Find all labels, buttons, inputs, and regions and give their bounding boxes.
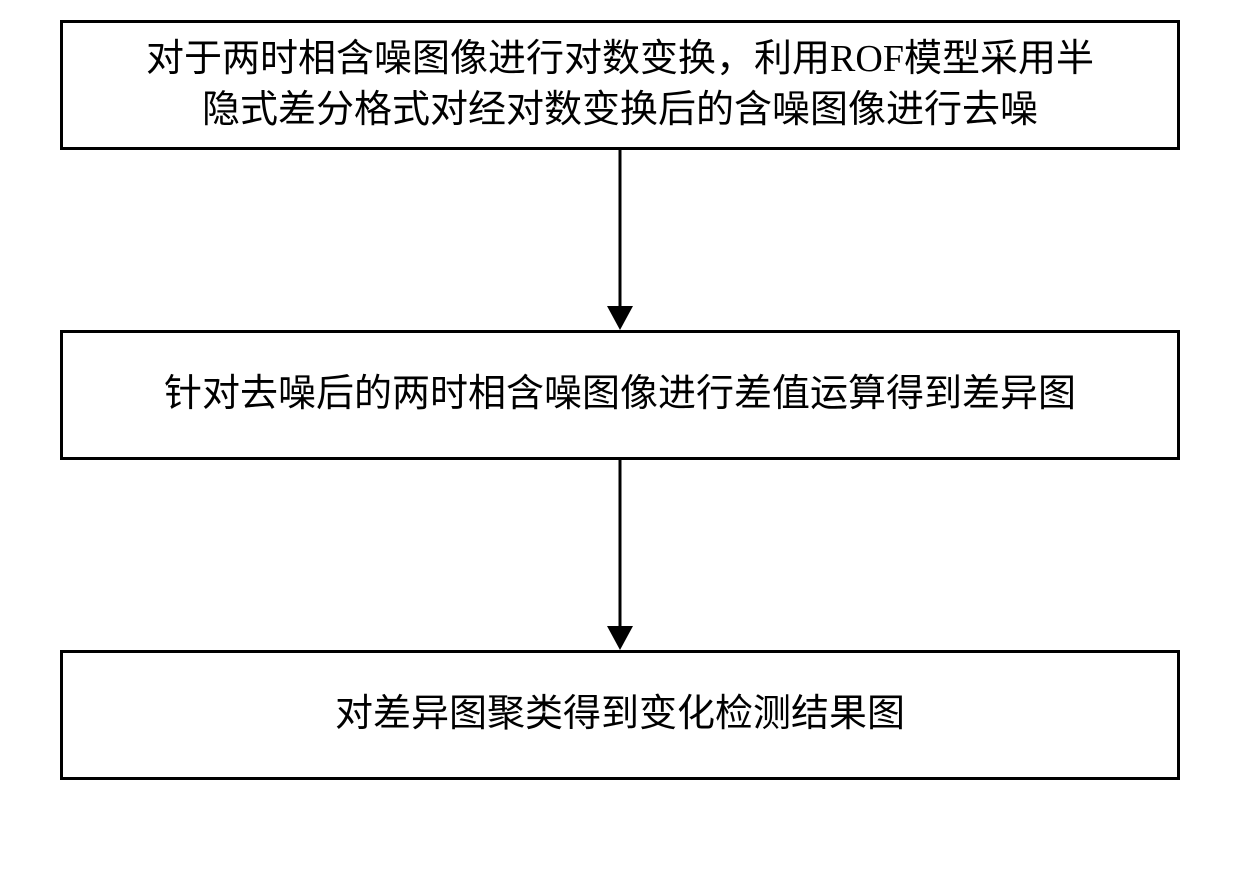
flow-arrow-1-line <box>619 150 622 306</box>
flow-node-step2-line1: 针对去噪后的两时相含噪图像进行差值运算得到差异图 <box>83 369 1157 420</box>
flow-arrow-2-head <box>607 626 633 650</box>
flow-node-step1: 对于两时相含噪图像进行对数变换，利用ROF模型采用半 隐式差分格式对经对数变换后… <box>60 20 1180 150</box>
flow-node-step1-line2: 隐式差分格式对经对数变换后的含噪图像进行去噪 <box>83 85 1157 136</box>
flow-arrow-2-line <box>619 460 622 626</box>
flow-node-step2: 针对去噪后的两时相含噪图像进行差值运算得到差异图 <box>60 330 1180 460</box>
flow-arrow-1-head <box>607 306 633 330</box>
flow-node-step3-line1: 对差异图聚类得到变化检测结果图 <box>83 689 1157 740</box>
flow-node-step1-line1: 对于两时相含噪图像进行对数变换，利用ROF模型采用半 <box>83 34 1157 85</box>
flowchart-canvas: 对于两时相含噪图像进行对数变换，利用ROF模型采用半 隐式差分格式对经对数变换后… <box>0 0 1240 880</box>
flow-node-step3: 对差异图聚类得到变化检测结果图 <box>60 650 1180 780</box>
